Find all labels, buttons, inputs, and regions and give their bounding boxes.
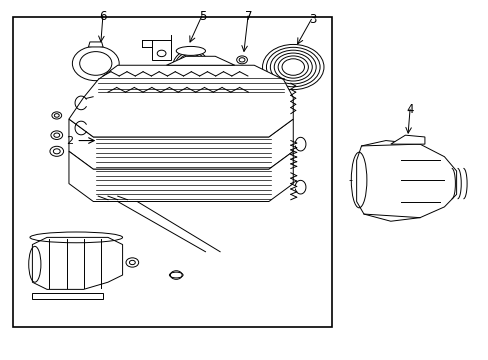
Polygon shape [69,151,293,202]
Text: 4: 4 [406,103,413,116]
Polygon shape [32,237,122,289]
Polygon shape [69,65,293,137]
Text: 6: 6 [99,10,106,23]
Polygon shape [166,56,234,65]
Polygon shape [88,42,103,47]
Bar [13,17,331,327]
Text: 5: 5 [199,10,206,23]
Polygon shape [69,119,293,169]
Ellipse shape [176,46,205,55]
Text: 2: 2 [65,136,73,145]
Polygon shape [356,140,456,221]
Polygon shape [390,135,424,144]
Text: - 1: - 1 [348,175,363,185]
Bar [152,40,171,60]
Text: 7: 7 [244,10,252,23]
Polygon shape [32,293,103,299]
Text: 3: 3 [308,13,316,26]
